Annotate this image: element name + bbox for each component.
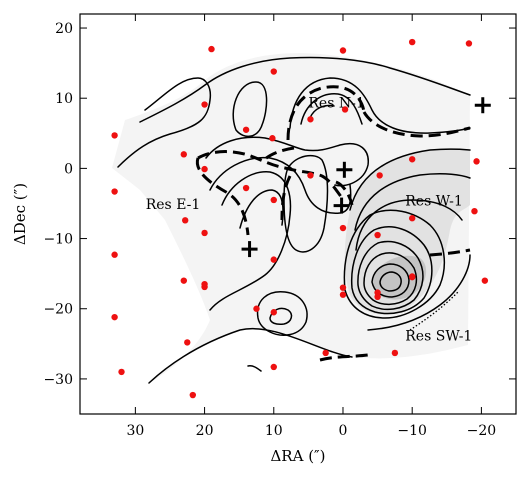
x-tick-label: −20	[467, 423, 497, 439]
data-point	[184, 339, 191, 346]
data-point	[242, 126, 250, 133]
data-point	[339, 47, 347, 54]
data-point	[201, 101, 208, 108]
data-point	[391, 349, 399, 357]
data-point	[180, 151, 188, 158]
data-point	[189, 391, 197, 399]
data-point	[270, 309, 277, 316]
data-point	[242, 184, 250, 192]
contour-lines	[117, 56, 471, 384]
data-point	[201, 280, 208, 288]
x-tick-label: 20	[196, 423, 214, 439]
data-point	[180, 277, 188, 284]
data-point	[408, 38, 416, 46]
data-point	[270, 68, 277, 75]
data-point	[208, 45, 215, 53]
data-point	[270, 363, 277, 371]
data-point	[111, 251, 118, 258]
cross-marker	[333, 197, 350, 214]
y-tick-label: 20	[55, 21, 73, 37]
data-point	[118, 368, 125, 376]
data-point	[111, 188, 118, 195]
x-tick-label: 30	[126, 423, 144, 439]
dotted-contour	[409, 291, 459, 331]
y-tick-label: −10	[43, 232, 73, 248]
cross-marker	[336, 161, 353, 178]
data-points	[111, 38, 489, 399]
contour-field	[112, 53, 471, 384]
data-point	[471, 207, 478, 215]
x-tick-label: 0	[339, 423, 348, 439]
data-point	[376, 172, 383, 179]
annotation-label: Res SW-1	[405, 328, 472, 344]
data-point	[408, 156, 416, 163]
annotation-label: Res W-1	[405, 194, 462, 210]
position-crosses	[241, 97, 491, 258]
plot-frame	[79, 13, 517, 415]
data-point	[111, 313, 118, 321]
x-axis: 30 20 10 0 −10 −20	[126, 14, 496, 439]
data-point	[408, 273, 416, 280]
annotation-label: Res N-1	[308, 95, 364, 111]
data-point	[341, 106, 349, 113]
x-tick-label: 10	[265, 423, 283, 439]
data-point	[481, 277, 489, 284]
cross-marker	[474, 97, 491, 114]
y-axis-label: ΔDec (″)	[11, 183, 29, 245]
data-point	[270, 256, 277, 263]
data-point	[465, 40, 473, 47]
data-point	[111, 132, 118, 139]
data-point	[181, 217, 189, 224]
data-point	[270, 196, 277, 204]
x-tick-label: −10	[397, 423, 427, 439]
data-point	[269, 135, 276, 142]
y-tick-label: −30	[43, 372, 73, 388]
annotation-label: Res E-1	[146, 197, 201, 213]
data-point	[201, 229, 208, 237]
data-point	[339, 291, 347, 298]
data-point	[201, 165, 208, 173]
data-point	[374, 231, 381, 239]
data-point	[253, 305, 260, 312]
x-axis-label: ΔRA (″)	[270, 447, 325, 465]
y-tick-label: 10	[55, 91, 73, 107]
annotations: Res N-1 Res E-1 Res W-1 Res SW-1	[146, 95, 473, 344]
y-axis: 20 10 0 −10 −20 −30	[43, 21, 516, 388]
data-point	[322, 349, 329, 357]
data-point	[339, 224, 347, 232]
data-point	[374, 293, 381, 301]
y-tick-label: −20	[43, 302, 73, 318]
y-tick-label: 0	[64, 161, 73, 177]
data-point	[339, 284, 347, 291]
data-point	[307, 116, 314, 123]
dashed-contours	[195, 85, 471, 362]
data-point	[307, 172, 314, 179]
data-point	[473, 158, 480, 165]
cross-marker	[241, 241, 258, 258]
data-point	[408, 215, 416, 222]
